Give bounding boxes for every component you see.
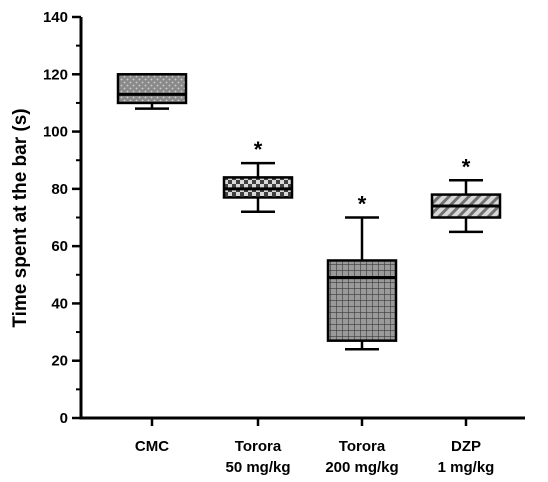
axes: 0 20 40 60 80 100 120 140 (43, 9, 525, 427)
y-tick-label: 20 (51, 353, 68, 370)
category-label: DZP (451, 438, 481, 455)
significance-marker: * (358, 192, 367, 217)
boxes: * * * (116, 73, 502, 351)
category-label: Torora (235, 438, 282, 455)
box-iqr (116, 73, 188, 105)
significance-marker: * (462, 154, 471, 179)
box-group: * (222, 137, 294, 214)
y-tick-label: 40 (51, 295, 68, 312)
significance-marker: * (254, 137, 263, 162)
y-tick-label: 120 (43, 66, 68, 83)
category-labels: CMC Torora 50 mg/kg Torora 200 mg/kg DZP 1 mg/… (135, 438, 494, 476)
y-tick-label: 80 (51, 181, 68, 198)
y-tick-label: 100 (43, 124, 68, 141)
y-tick-label: 60 (51, 238, 68, 255)
category-label: 1 mg/kg (438, 459, 495, 476)
y-tick-label: 140 (43, 9, 68, 26)
category-label: Torora (339, 438, 386, 455)
category-label: 50 mg/kg (225, 459, 290, 476)
box-iqr (326, 259, 398, 342)
box-group: * (430, 154, 502, 234)
box-group: * (326, 192, 398, 351)
category-label: 200 mg/kg (325, 459, 398, 476)
y-tick-label: 0 (60, 410, 68, 427)
box-group (116, 73, 188, 110)
category-label: CMC (135, 438, 169, 455)
y-axis-title: Time spent at the bar (s) (10, 108, 31, 327)
